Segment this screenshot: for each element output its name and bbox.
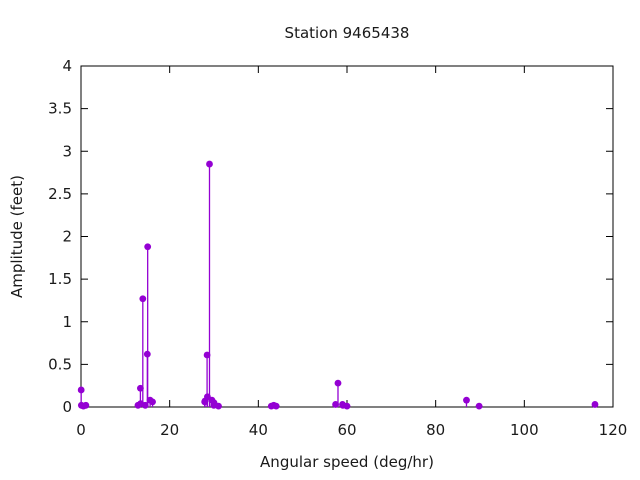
data-point xyxy=(334,379,342,387)
data-point xyxy=(139,295,147,303)
data-point xyxy=(206,160,213,168)
x-tick-label: 40 xyxy=(249,421,268,439)
data-point xyxy=(463,396,470,404)
y-tick-label: 0 xyxy=(62,398,72,416)
y-tick-label: 2.5 xyxy=(48,185,72,203)
data-point xyxy=(475,402,483,410)
y-axis-label: Amplitude (feet) xyxy=(8,175,26,298)
data-point xyxy=(137,384,144,392)
y-tick-label: 4 xyxy=(62,57,72,75)
plot-border xyxy=(80,65,614,408)
y-tick-label: 1 xyxy=(62,313,72,331)
y-tick-label: 1.5 xyxy=(48,270,72,288)
x-tick-label: 0 xyxy=(76,421,86,439)
data-point xyxy=(144,243,152,251)
y-tick-label: 3 xyxy=(62,142,72,160)
y-tick-label: 2 xyxy=(62,228,72,246)
data-point xyxy=(591,401,599,408)
data-point xyxy=(82,401,90,409)
data-point xyxy=(77,386,85,394)
x-tick-label: 100 xyxy=(510,421,539,439)
chart-title: Station 9465438 xyxy=(285,24,410,42)
data-point xyxy=(203,351,211,359)
x-tick-label: 120 xyxy=(599,421,628,439)
x-axis-label: Angular speed (deg/hr) xyxy=(260,453,434,471)
y-tick-label: 0.5 xyxy=(48,355,72,373)
x-tick-label: 60 xyxy=(337,421,356,439)
data-point xyxy=(149,398,156,406)
plot-area: 0 20 40 60 80 100 120 0 0.5 1 1.5 2 2.5 3 3.5 4 xyxy=(48,57,627,439)
data-point xyxy=(215,402,222,410)
data-point xyxy=(272,402,280,410)
data-point xyxy=(332,401,339,408)
x-tick-label: 20 xyxy=(160,421,179,439)
y-tick-label: 3.5 xyxy=(48,100,72,118)
data-point xyxy=(343,402,351,410)
x-tick-label: 80 xyxy=(426,421,445,439)
